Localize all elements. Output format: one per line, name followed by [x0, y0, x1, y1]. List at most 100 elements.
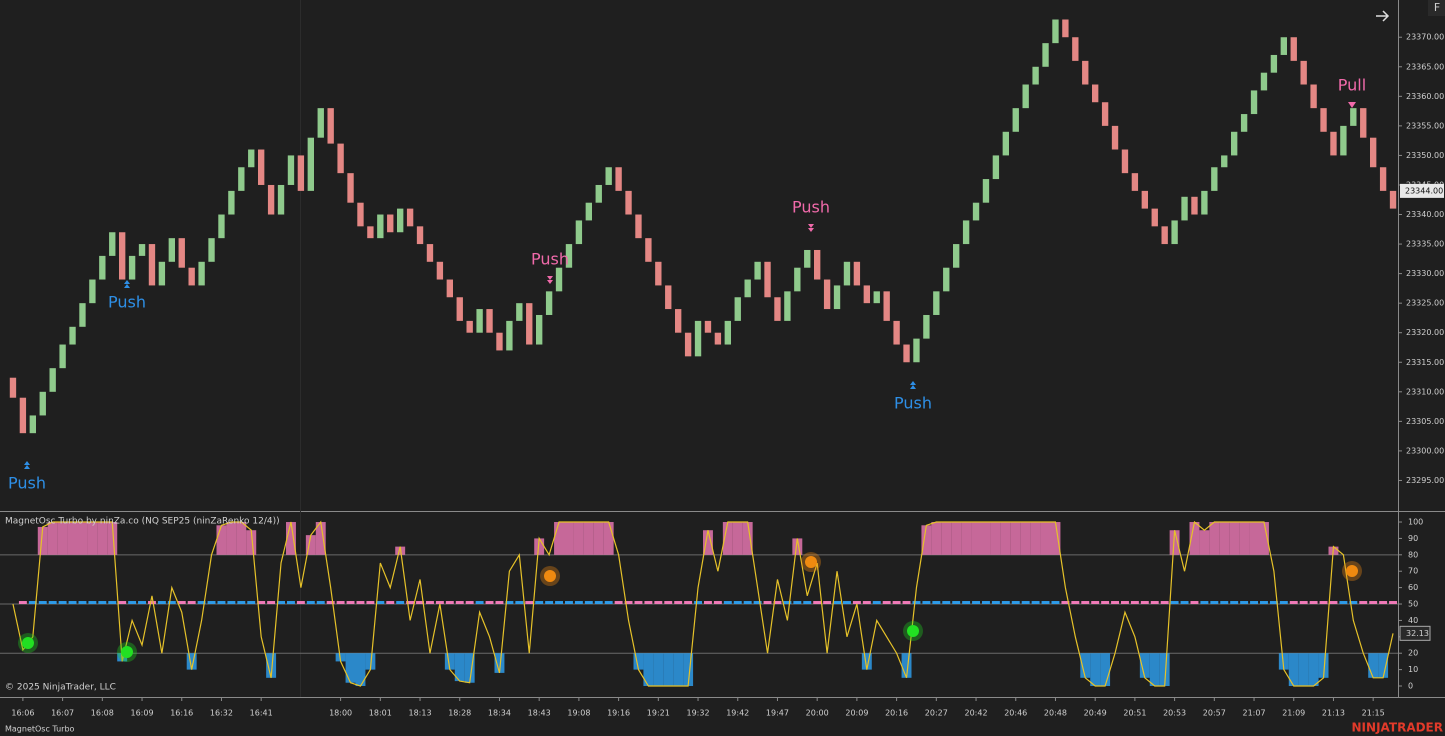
upper-fill [931, 522, 942, 555]
trend-dash [535, 601, 544, 605]
trend-dash [346, 601, 355, 605]
y-tick-label: 20 [1408, 649, 1418, 658]
trend-dash [435, 601, 444, 605]
brick [814, 249, 821, 280]
brick [446, 279, 453, 298]
trend-dash [783, 601, 792, 605]
upper-fill [534, 538, 545, 555]
brick [258, 149, 265, 185]
y-tick-label: 60 [1408, 583, 1418, 592]
x-tick-label: 18:34 [488, 709, 511, 718]
brick [724, 320, 731, 345]
lower-fill [663, 653, 674, 687]
brick [307, 137, 314, 191]
brick [1022, 84, 1029, 109]
brick [1280, 37, 1287, 55]
brick [1370, 137, 1377, 168]
brick [516, 303, 523, 321]
trend-dash [773, 601, 782, 605]
brick [1290, 37, 1297, 61]
brick [833, 285, 841, 310]
brick [625, 190, 632, 215]
lower-fill [1080, 653, 1091, 678]
trend-dash [624, 601, 633, 605]
brick [486, 309, 493, 333]
brick [1379, 167, 1387, 191]
upper-fill [941, 522, 952, 555]
brick [9, 377, 17, 398]
trend-dash [962, 601, 971, 605]
brick [208, 238, 215, 262]
trend-dash [1369, 601, 1378, 605]
trend-dash [1111, 601, 1119, 605]
trend-dash [584, 601, 593, 605]
trend-dash [1299, 601, 1308, 605]
trend-dash [1180, 601, 1189, 605]
lower-fill [1288, 653, 1299, 687]
brick [1151, 208, 1158, 227]
brick [178, 238, 185, 268]
last-price-label: 23344.00 [1405, 186, 1443, 195]
indicator-title: MagnetOsc Turbo by ninZa.co (NQ SEP25 (n… [5, 517, 280, 527]
brick [843, 261, 851, 286]
brick [1131, 173, 1139, 191]
x-tick-label: 19:08 [567, 709, 590, 718]
brick [545, 291, 553, 315]
trend-dash [942, 601, 951, 605]
trend-dash [1210, 601, 1219, 605]
tab-label[interactable]: MagnetOsc Turbo [5, 725, 75, 734]
corner-button-label[interactable]: F [1434, 1, 1440, 14]
trend-dash [644, 601, 653, 605]
upper-fill [1259, 522, 1269, 555]
x-tick-label: 16:06 [11, 709, 34, 718]
lower-fill [1090, 653, 1101, 687]
x-tick-label: 16:32 [210, 709, 233, 718]
brick [59, 344, 66, 369]
y-tick-label: 23370.00 [1406, 33, 1444, 42]
y-tick-label: 90 [1408, 534, 1418, 543]
upper-fill [722, 522, 733, 555]
last-price-badge [1400, 183, 1444, 198]
arrow [1348, 102, 1356, 108]
brick [158, 261, 166, 286]
annotation-group [24, 280, 916, 469]
brick [198, 261, 205, 286]
upper-fill [1199, 530, 1210, 555]
trend-dash [823, 601, 832, 605]
corner-button[interactable] [1428, 0, 1445, 16]
trend-dash [227, 601, 236, 605]
trend-dash [197, 601, 206, 605]
trend-dash [763, 601, 772, 605]
scroll-arrow[interactable] [1376, 10, 1390, 22]
x-tick-label: 18:01 [369, 709, 392, 718]
arrow [547, 276, 553, 284]
upper-fill [226, 522, 237, 555]
brick [1062, 19, 1069, 38]
trend-dash [704, 601, 712, 605]
upper-fill [246, 530, 257, 555]
brick [933, 291, 940, 315]
brick [903, 344, 910, 363]
brick [665, 285, 672, 310]
y-tick-label: 80 [1408, 550, 1418, 559]
brick [387, 214, 394, 233]
trend-dash [18, 601, 27, 605]
brick [675, 309, 682, 333]
trend-dash [495, 601, 504, 605]
upper-fill [107, 522, 118, 555]
upper-fill [732, 522, 743, 555]
upper-fill [971, 522, 981, 555]
brick [526, 303, 533, 345]
logo: NINJATRADER [1352, 721, 1443, 735]
trend-dash [614, 601, 623, 605]
brick [585, 202, 592, 221]
x-tick-label: 21:13 [1322, 709, 1345, 718]
brick [466, 320, 473, 333]
upper-fill [1219, 522, 1230, 555]
trend-dash [1061, 601, 1070, 605]
trend-dash [1339, 601, 1348, 605]
lower-fill [464, 653, 475, 683]
x-tick-label: 20:46 [1004, 709, 1027, 718]
upper-fill [1189, 522, 1200, 555]
